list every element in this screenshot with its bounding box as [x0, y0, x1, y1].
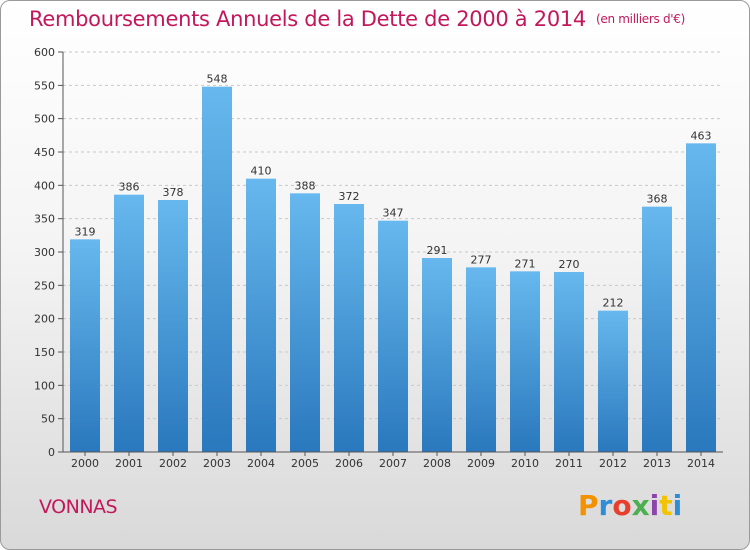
value-label-2007: 347 — [383, 207, 404, 220]
y-tick-label: 50 — [41, 413, 55, 426]
bar-2012[interactable] — [598, 310, 628, 452]
y-tick-label: 500 — [34, 113, 55, 126]
logo-letter: P — [578, 489, 599, 522]
x-tick-label-2005: 2005 — [291, 457, 319, 470]
bar-2004[interactable] — [246, 178, 276, 452]
value-label-2004: 410 — [251, 165, 272, 178]
x-tick-label-2010: 2010 — [511, 457, 539, 470]
logo-letter: x — [631, 489, 650, 522]
value-label-2011: 270 — [559, 258, 580, 271]
y-tick-label: 300 — [34, 246, 55, 259]
value-label-2008: 291 — [427, 244, 448, 257]
logo-letter: i — [649, 489, 660, 522]
value-label-2014: 463 — [691, 129, 712, 142]
x-tick-label-2012: 2012 — [599, 457, 627, 470]
y-tick-label: 600 — [34, 46, 55, 59]
bar-2002[interactable] — [158, 200, 188, 452]
x-tick-label-2000: 2000 — [71, 457, 99, 470]
y-tick-label: 550 — [34, 79, 55, 92]
x-tick-label-2011: 2011 — [555, 457, 583, 470]
proxiti-logo[interactable]: Proxiti — [578, 489, 682, 522]
x-tick-label-2002: 2002 — [159, 457, 187, 470]
x-tick-label-2004: 2004 — [247, 457, 275, 470]
bar-2008[interactable] — [422, 258, 452, 452]
y-tick-label: 0 — [48, 446, 55, 459]
x-tick-label-2009: 2009 — [467, 457, 495, 470]
value-label-2006: 372 — [339, 190, 360, 203]
x-tick-label-2006: 2006 — [335, 457, 363, 470]
y-tick-label: 450 — [34, 146, 55, 159]
logo-letter: i — [672, 489, 683, 522]
value-label-2010: 271 — [515, 257, 536, 270]
value-label-2000: 319 — [75, 225, 96, 238]
value-label-2013: 368 — [647, 193, 668, 206]
bar-2003[interactable] — [202, 86, 232, 453]
value-label-2002: 378 — [163, 186, 184, 199]
y-tick-label: 150 — [34, 346, 55, 359]
bar-2009[interactable] — [466, 267, 496, 452]
bar-2007[interactable] — [378, 220, 408, 452]
value-label-2009: 277 — [471, 253, 492, 266]
y-tick-label: 250 — [34, 279, 55, 292]
bar-2005[interactable] — [290, 193, 320, 453]
bar-2001[interactable] — [114, 194, 144, 452]
y-tick-label: 400 — [34, 179, 55, 192]
logo-letter: o — [612, 489, 632, 522]
chart-title: Remboursements Annuels de la Dette de 20… — [29, 7, 685, 31]
bar-2000[interactable] — [70, 239, 100, 452]
x-tick-label-2008: 2008 — [423, 457, 451, 470]
value-label-2012: 212 — [603, 297, 624, 310]
value-label-2001: 386 — [119, 181, 140, 194]
bar-2010[interactable] — [510, 271, 540, 452]
city-name: VONNAS — [39, 496, 118, 518]
logo-letter: t — [659, 489, 673, 522]
x-tick-label-2003: 2003 — [203, 457, 231, 470]
value-label-2003: 548 — [207, 73, 228, 86]
x-tick-label-2013: 2013 — [643, 457, 671, 470]
logo-letter: r — [598, 489, 613, 522]
value-label-2005: 388 — [295, 179, 316, 192]
x-tick-label-2001: 2001 — [115, 457, 143, 470]
y-tick-label: 100 — [34, 379, 55, 392]
unit-label: (en milliers d'€) — [596, 12, 686, 26]
title-text: Remboursements Annuels de la Dette de 20… — [29, 7, 586, 31]
y-tick-label: 200 — [34, 313, 55, 326]
y-tick-label: 350 — [34, 213, 55, 226]
x-tick-label-2014: 2014 — [687, 457, 715, 470]
bar-2011[interactable] — [554, 272, 584, 452]
bar-2013[interactable] — [642, 206, 672, 452]
bar-2014[interactable] — [686, 143, 716, 453]
bar-2006[interactable] — [334, 204, 364, 452]
x-tick-label-2007: 2007 — [379, 457, 407, 470]
